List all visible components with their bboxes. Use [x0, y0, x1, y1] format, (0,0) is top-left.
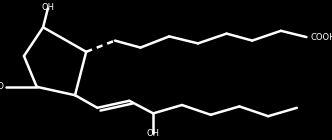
Text: HO: HO: [0, 82, 4, 91]
Text: OH: OH: [42, 3, 54, 12]
Text: OH: OH: [147, 129, 160, 138]
Text: COOH: COOH: [311, 33, 332, 42]
